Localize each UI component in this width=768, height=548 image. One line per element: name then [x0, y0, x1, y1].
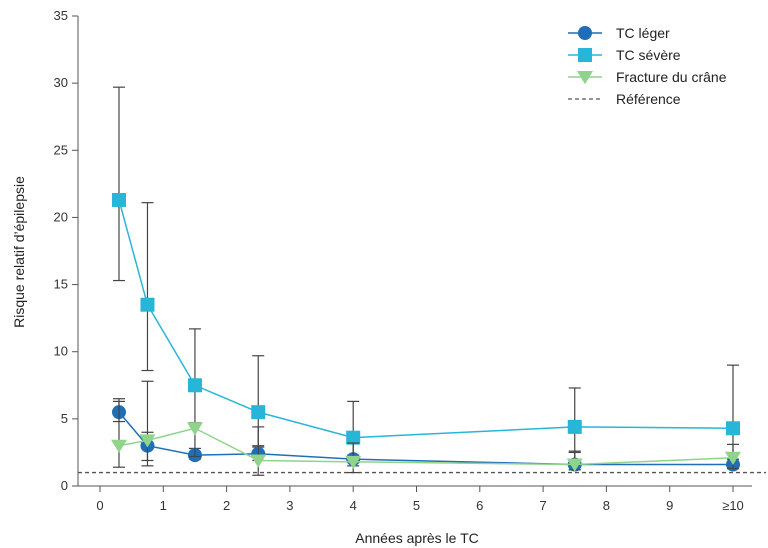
data-point: [346, 430, 361, 445]
data-point: [187, 378, 202, 393]
y-tick-label: 10: [54, 344, 68, 359]
y-ticks: 0 5 10 15 20 25 30 35: [54, 8, 78, 493]
y-tick-label: 20: [54, 209, 68, 224]
x-tick-label: 9: [666, 498, 673, 513]
x-tick-label: ≥10: [722, 498, 744, 513]
legend-marker: [578, 48, 592, 62]
series-2: [110, 380, 741, 476]
legend: TC léger TC sévère Fracture du crâne Référe…: [568, 25, 727, 107]
data-point: [139, 434, 156, 448]
y-tick-label: 15: [54, 277, 68, 292]
legend-marker: [577, 71, 593, 85]
x-tick-label: 1: [160, 498, 167, 513]
x-tick-label: 5: [413, 498, 420, 513]
y-tick-label: 35: [54, 8, 68, 23]
y-tick-label: 25: [54, 142, 68, 157]
series-1: [111, 86, 740, 460]
legend-label: Référence: [616, 91, 681, 107]
x-tick-label: 0: [96, 498, 103, 513]
axes: [77, 16, 752, 487]
series-layer: [110, 86, 741, 476]
y-tick-label: 30: [54, 75, 68, 90]
data-point: [250, 454, 267, 468]
x-tick-label: 2: [223, 498, 230, 513]
series-0: [111, 398, 740, 472]
x-tick-label: 8: [603, 498, 610, 513]
x-tick-label: 6: [476, 498, 483, 513]
legend-marker: [578, 26, 592, 40]
legend-label: TC sévère: [616, 47, 681, 63]
data-point: [251, 405, 266, 420]
series-line: [118, 411, 733, 466]
data-point: [111, 192, 126, 207]
data-point: [186, 422, 203, 436]
series-line: [118, 199, 734, 439]
data-point: [566, 458, 583, 472]
x-tick-label: 4: [350, 498, 357, 513]
data-point: [110, 439, 127, 453]
data-point: [345, 455, 362, 470]
x-ticks: 0 1 2 3 4 5 6 7 8 9 ≥10: [96, 486, 744, 513]
data-point: [725, 451, 741, 465]
y-tick-label: 5: [61, 411, 68, 426]
y-tick-label: 0: [61, 478, 68, 493]
legend-label: TC léger: [616, 25, 670, 41]
x-tick-label: 7: [539, 498, 546, 513]
x-axis-title: Années après le TC: [355, 530, 478, 546]
x-tick-label: 3: [286, 498, 293, 513]
data-point: [567, 419, 582, 434]
legend-label: Fracture du crâne: [616, 69, 727, 85]
data-point: [140, 297, 155, 312]
data-point: [726, 421, 740, 436]
y-axis-title: Risque relatif d’épilepsie: [11, 176, 27, 328]
